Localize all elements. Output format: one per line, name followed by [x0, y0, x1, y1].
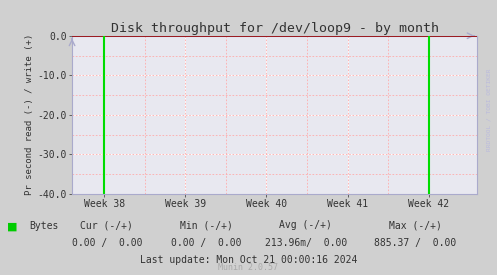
Text: Avg (-/+): Avg (-/+) — [279, 220, 332, 230]
Text: 885.37 /  0.00: 885.37 / 0.00 — [374, 238, 456, 248]
Text: Min (-/+): Min (-/+) — [180, 220, 233, 230]
Text: Max (-/+): Max (-/+) — [389, 220, 441, 230]
Text: 213.96m/  0.00: 213.96m/ 0.00 — [264, 238, 347, 248]
Text: 0.00 /  0.00: 0.00 / 0.00 — [171, 238, 242, 248]
Text: RRDTOOL / TOBI OETIKER: RRDTOOL / TOBI OETIKER — [486, 69, 491, 151]
Text: Bytes: Bytes — [29, 221, 58, 231]
Text: Last update: Mon Oct 21 00:00:16 2024: Last update: Mon Oct 21 00:00:16 2024 — [140, 255, 357, 265]
Text: Cur (-/+): Cur (-/+) — [81, 220, 133, 230]
Y-axis label: Pr second read (-) / write (+): Pr second read (-) / write (+) — [25, 34, 34, 196]
Text: 0.00 /  0.00: 0.00 / 0.00 — [72, 238, 142, 248]
Text: Munin 2.0.57: Munin 2.0.57 — [219, 263, 278, 272]
Title: Disk throughput for /dev/loop9 - by month: Disk throughput for /dev/loop9 - by mont… — [111, 21, 438, 35]
Text: ■: ■ — [7, 221, 18, 231]
